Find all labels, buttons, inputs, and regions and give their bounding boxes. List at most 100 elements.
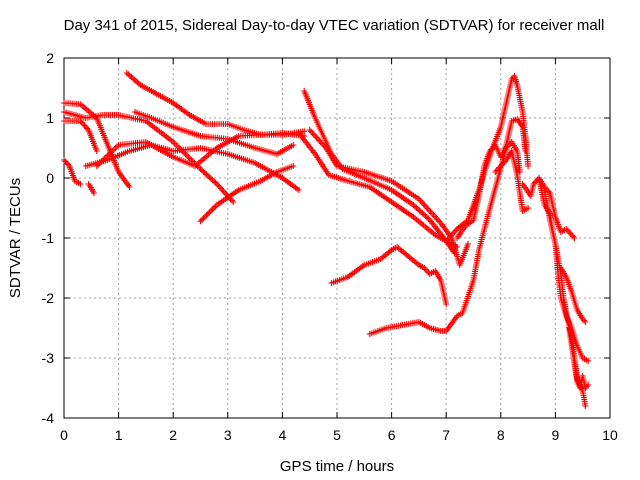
data-point	[522, 148, 529, 154]
x-tick-label: 3	[224, 427, 232, 443]
series-trace-w	[566, 325, 592, 391]
data-point	[91, 190, 97, 196]
data-point	[310, 131, 317, 138]
data-point	[199, 216, 205, 223]
series-trace-c	[61, 118, 100, 154]
data-point	[533, 178, 540, 184]
data-point	[312, 133, 319, 139]
data-point	[63, 160, 70, 166]
data-point	[209, 206, 216, 213]
data-point	[203, 212, 210, 219]
data-point	[290, 163, 297, 169]
y-tick-label: -2	[42, 290, 55, 306]
series-trace-o	[366, 139, 523, 337]
x-tick-label: 4	[279, 427, 287, 443]
data-point	[420, 211, 427, 218]
chart-title: Day 341 of 2015, Sidereal Day-to-day VTE…	[64, 17, 605, 34]
series-trace-d	[61, 157, 84, 187]
series-trace-i	[132, 109, 297, 157]
data-point	[81, 122, 88, 129]
data-point	[203, 171, 210, 178]
data-point	[313, 134, 320, 141]
data-point	[416, 207, 423, 214]
data-point	[422, 212, 429, 219]
data-point	[308, 128, 315, 135]
data-point	[200, 215, 207, 222]
data-point	[443, 301, 450, 307]
data-point	[186, 155, 193, 162]
x-axis-ticks: 0 1 2 3 4 5 6 7 8 9 10	[60, 58, 618, 443]
data-point	[585, 382, 592, 388]
data-point	[306, 127, 313, 133]
x-tick-label: 2	[169, 427, 177, 443]
series-trace-n	[328, 244, 450, 307]
series-trace-h	[123, 70, 308, 139]
data-point	[199, 167, 205, 174]
series-trace-q	[454, 116, 529, 241]
data-point	[567, 230, 574, 237]
series-trace-e	[85, 181, 97, 196]
data-point	[82, 124, 89, 130]
x-tick-label: 1	[115, 427, 123, 443]
y-tick-label: -4	[42, 410, 55, 426]
series-trace-v	[557, 265, 589, 325]
data-point	[295, 187, 302, 193]
data-point	[207, 175, 214, 182]
data-point	[206, 209, 213, 216]
data-point	[423, 214, 430, 221]
data-point	[219, 187, 226, 193]
y-axis-ticks: -4 -3 -2 -1 0 1 2	[42, 50, 610, 426]
x-axis-label: GPS time / hours	[280, 458, 394, 475]
x-tick-label: 8	[497, 427, 505, 443]
data-point	[582, 319, 589, 325]
data-point	[77, 181, 84, 187]
y-axis-label: SDTVAR / TECUs	[7, 178, 24, 298]
data-point	[210, 178, 217, 185]
data-marks	[61, 70, 592, 409]
data-point	[197, 218, 204, 225]
data-point	[417, 208, 424, 215]
data-point	[425, 215, 432, 222]
y-tick-label: -3	[42, 350, 55, 366]
data-point	[220, 188, 227, 195]
data-point	[570, 233, 577, 240]
data-point	[314, 136, 321, 142]
series-trace-r	[492, 148, 532, 214]
data-point	[171, 140, 178, 147]
data-point	[319, 140, 325, 147]
data-point	[525, 163, 532, 169]
data-point	[197, 166, 204, 172]
x-tick-label: 10	[602, 427, 618, 443]
data-point	[216, 184, 223, 190]
data-point	[465, 241, 471, 247]
x-tick-label: 7	[442, 427, 450, 443]
data-point	[413, 204, 420, 211]
data-point	[290, 142, 297, 148]
data-point	[419, 210, 426, 217]
data-point	[132, 78, 139, 84]
x-tick-label: 5	[333, 427, 341, 443]
x-tick-label: 9	[552, 427, 560, 443]
data-point	[212, 203, 219, 210]
data-point	[213, 181, 220, 187]
data-point	[571, 235, 578, 241]
data-point	[525, 205, 532, 211]
data-point	[80, 121, 87, 127]
y-tick-label: -1	[42, 230, 55, 246]
data-point	[210, 204, 217, 211]
x-tick-label: 0	[60, 427, 68, 443]
data-point	[125, 71, 132, 78]
data-point	[585, 358, 592, 364]
data-point	[123, 70, 130, 76]
data-point	[568, 232, 575, 238]
y-tick-label: 1	[46, 110, 54, 126]
data-point	[215, 182, 222, 189]
data-point	[61, 157, 67, 163]
data-point	[516, 169, 523, 175]
data-point	[564, 227, 571, 234]
data-point	[200, 168, 207, 175]
data-point	[62, 158, 69, 165]
data-point	[207, 207, 214, 214]
x-tick-label: 6	[388, 427, 396, 443]
